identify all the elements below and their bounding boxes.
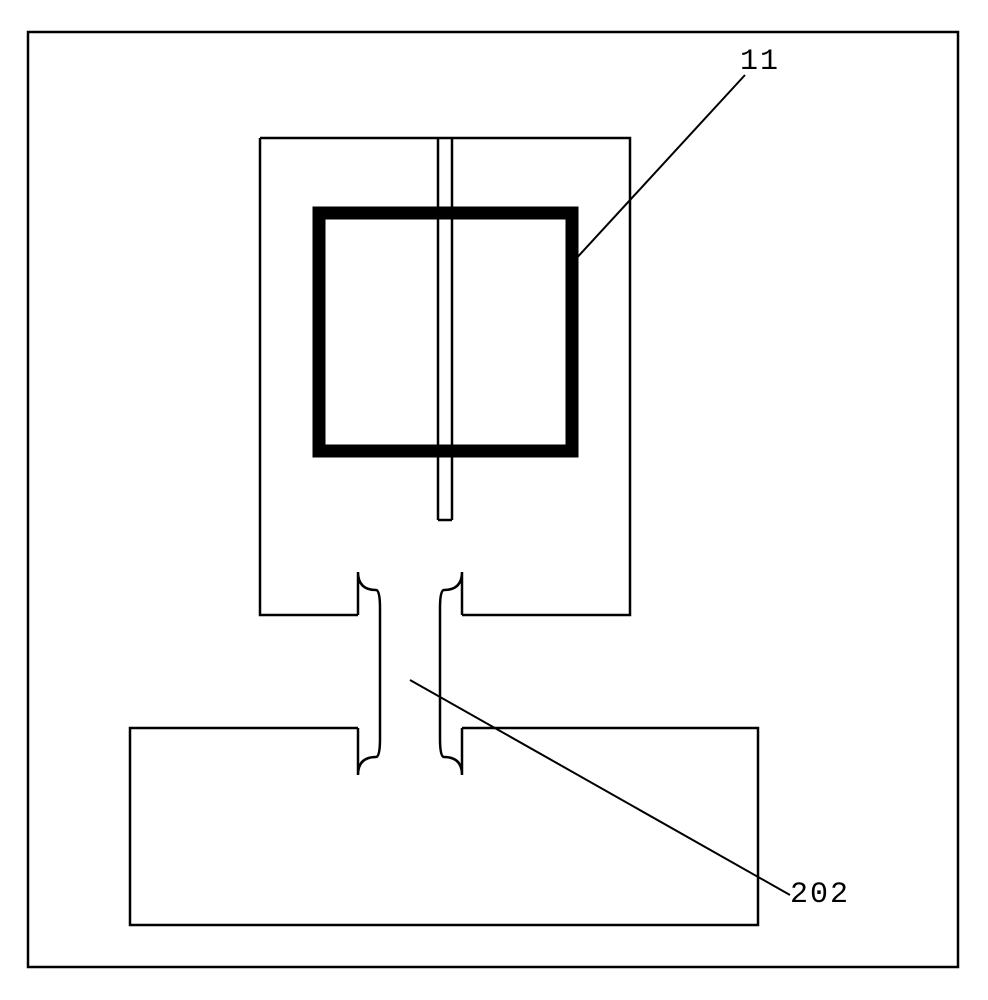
- callout-label-202: 202: [790, 878, 850, 912]
- leader-202: [410, 680, 790, 895]
- leader-11: [573, 75, 745, 262]
- outer-frame: [28, 32, 958, 967]
- diagram-canvas: [0, 0, 988, 1000]
- spool-right: [440, 572, 462, 775]
- spool-left: [358, 572, 380, 775]
- callout-label-11: 11: [740, 45, 780, 79]
- inner-rect: [319, 213, 572, 451]
